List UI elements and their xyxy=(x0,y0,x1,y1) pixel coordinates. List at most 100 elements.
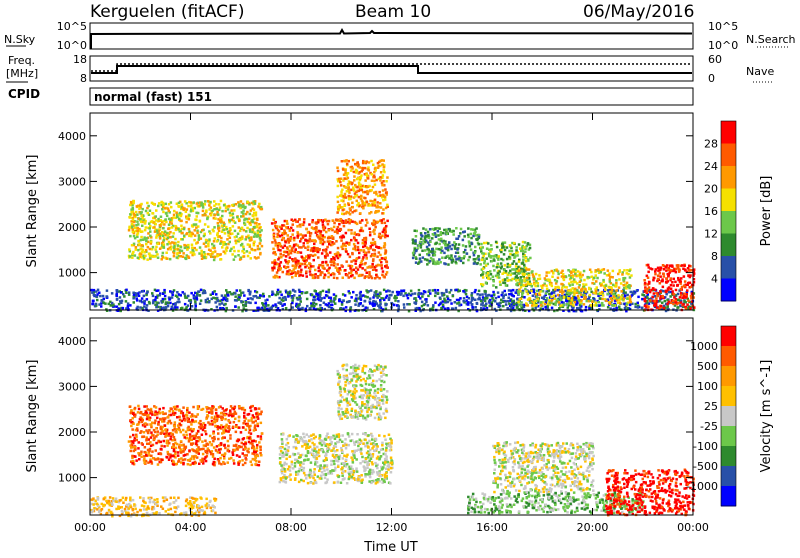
power-cell xyxy=(258,203,261,206)
power-cell xyxy=(201,229,204,232)
power-cell xyxy=(446,295,449,298)
power-cell xyxy=(116,298,119,301)
power-cell xyxy=(127,302,129,305)
power-cell xyxy=(412,238,415,241)
power-cell xyxy=(373,180,376,183)
power-cell xyxy=(335,240,338,243)
power-cell xyxy=(277,243,280,246)
power-cell xyxy=(345,306,348,309)
power-cell xyxy=(574,301,577,304)
power-cell xyxy=(350,296,353,299)
power-cell xyxy=(470,237,473,240)
power-cell xyxy=(193,253,196,256)
power-cell xyxy=(298,218,301,221)
power-cell xyxy=(305,255,308,257)
power-cell xyxy=(348,204,351,207)
power-cell xyxy=(317,276,320,279)
power-cell xyxy=(148,222,151,225)
power-cell xyxy=(186,208,189,211)
power-cell xyxy=(367,177,370,180)
power-cell xyxy=(336,211,339,214)
power-cell xyxy=(136,229,139,232)
power-cell xyxy=(182,256,185,259)
power-cell xyxy=(573,293,576,296)
power-cell xyxy=(656,295,659,298)
power-cell xyxy=(499,283,502,286)
power-cell xyxy=(366,266,369,269)
power-cell xyxy=(314,269,317,272)
power-cell xyxy=(359,171,362,174)
power-cell xyxy=(675,268,678,271)
power-cell xyxy=(215,293,218,296)
power-cell xyxy=(670,277,673,280)
power-cell xyxy=(249,293,252,296)
power-cell xyxy=(427,304,430,307)
power-cell xyxy=(384,265,387,268)
power-cell xyxy=(141,208,144,211)
power-cell xyxy=(166,257,169,260)
power-cell xyxy=(382,174,385,177)
power-cell xyxy=(354,262,357,265)
power-cell xyxy=(369,204,372,207)
power-cell xyxy=(340,191,343,194)
power-cell xyxy=(665,293,668,296)
power-cell xyxy=(314,254,317,257)
power-cbar-swatch xyxy=(721,144,736,167)
power-cell xyxy=(310,249,313,252)
power-cell xyxy=(571,283,574,286)
power-cell xyxy=(377,162,380,165)
power-cell xyxy=(372,238,375,241)
power-cell xyxy=(383,245,386,248)
power-cell xyxy=(609,278,612,281)
power-cell xyxy=(300,251,303,254)
power-cell xyxy=(373,255,376,258)
power-cell xyxy=(462,290,465,293)
power-cell xyxy=(386,220,389,223)
power-cell xyxy=(637,296,640,299)
power-cell xyxy=(502,305,505,308)
power-cell xyxy=(297,260,300,263)
power-cell xyxy=(512,254,515,257)
power-cell xyxy=(463,235,466,238)
power-cell xyxy=(275,253,278,256)
power-cell xyxy=(329,237,332,240)
power-cell xyxy=(348,160,351,163)
power-cell xyxy=(351,265,354,268)
power-cell xyxy=(289,230,292,233)
power-cell xyxy=(666,278,669,281)
power-cell xyxy=(455,227,458,230)
power-cell xyxy=(195,297,198,300)
power-cell xyxy=(351,253,354,256)
power-cell xyxy=(425,228,428,231)
power-cell xyxy=(284,259,287,262)
power-cell xyxy=(236,289,239,292)
power-cell xyxy=(212,293,215,296)
power-cell xyxy=(681,297,684,300)
power-cell xyxy=(307,231,310,234)
power-cell xyxy=(310,232,313,235)
power-cell xyxy=(481,259,484,262)
power-cell xyxy=(217,222,220,225)
power-cell xyxy=(514,272,517,275)
power-cell xyxy=(129,235,132,238)
velocity-cell xyxy=(102,505,105,508)
power-cell xyxy=(260,208,263,211)
power-cell xyxy=(241,243,244,246)
power-cell xyxy=(304,247,307,250)
power-cell xyxy=(403,290,406,293)
velocity-cell xyxy=(145,508,148,511)
power-cell xyxy=(517,301,520,304)
power-cell xyxy=(322,290,325,293)
power-cell xyxy=(632,291,635,294)
power-cell xyxy=(520,284,523,287)
power-cell xyxy=(623,287,626,290)
velocity-cell xyxy=(109,496,112,499)
power-cell xyxy=(659,290,662,293)
power-cell xyxy=(381,194,384,197)
power-cell xyxy=(253,235,256,238)
power-cell xyxy=(291,299,294,302)
power-cell xyxy=(448,291,451,294)
power-cell xyxy=(360,227,363,230)
power-cell xyxy=(253,241,256,244)
power-cell xyxy=(297,298,300,301)
